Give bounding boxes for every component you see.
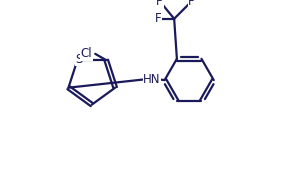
Text: F: F — [156, 0, 163, 8]
Text: S: S — [75, 53, 83, 66]
Text: F: F — [188, 0, 195, 8]
Text: Cl: Cl — [80, 47, 92, 60]
Text: F: F — [155, 12, 161, 25]
Text: HN: HN — [143, 73, 161, 86]
